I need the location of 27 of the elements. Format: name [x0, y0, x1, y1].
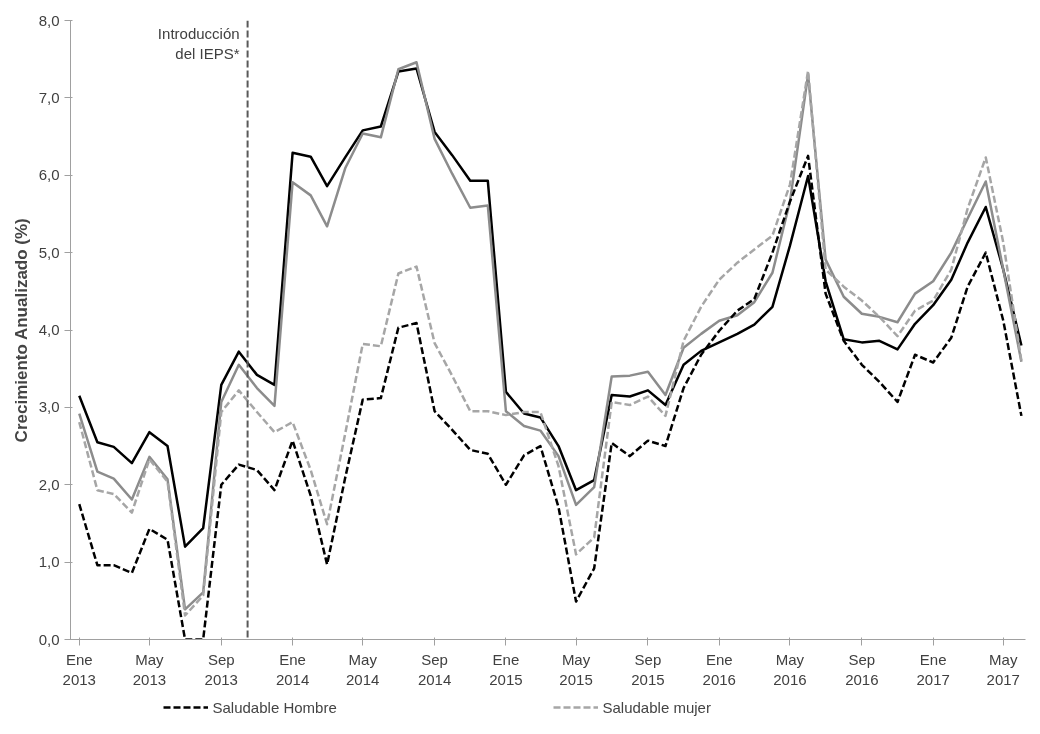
x-tick-label: May 2016	[773, 650, 807, 688]
x-tick-label: Sep 2016	[845, 650, 879, 688]
y-tick-label: 6,0	[38, 166, 60, 184]
legend-label: Saludable Hombre	[212, 698, 338, 716]
y-tick-label: 4,0	[38, 321, 60, 338]
y-tick-label: 1,0	[38, 553, 60, 571]
x-tick-label: May 2013	[132, 650, 167, 688]
y-tick-label: 3,0	[38, 398, 60, 416]
x-tick-label: Sep 2015	[631, 650, 665, 688]
x-tick-label: May 2015	[559, 650, 593, 688]
y-tick-label: 7,0	[38, 88, 60, 106]
x-tick-label: Sep 2013	[204, 650, 238, 688]
y-tick-label: 0,0	[38, 630, 60, 648]
x-tick-label: Ene 2014	[275, 650, 310, 688]
x-tick-label: Sep 2014	[417, 650, 452, 688]
y-axis-title: Crecimiento Anualizado (%)	[11, 218, 31, 443]
y-tick-label: 2,0	[38, 475, 60, 493]
x-tick-label: May 2017	[986, 650, 1020, 688]
x-tick-label: Ene 2013	[62, 650, 96, 688]
ref-line-label: Introducción del IEPS*	[157, 24, 240, 62]
x-tick-label: Ene 2015	[489, 650, 523, 688]
legend-label: Saludable mujer	[602, 698, 712, 716]
y-tick-label: 8,0	[38, 11, 60, 29]
y-tick-label: 5,0	[38, 243, 60, 261]
x-tick-label: Ene 2016	[702, 650, 736, 688]
x-tick-label: May 2014	[346, 650, 380, 688]
x-tick-label: Ene 2017	[916, 650, 950, 688]
